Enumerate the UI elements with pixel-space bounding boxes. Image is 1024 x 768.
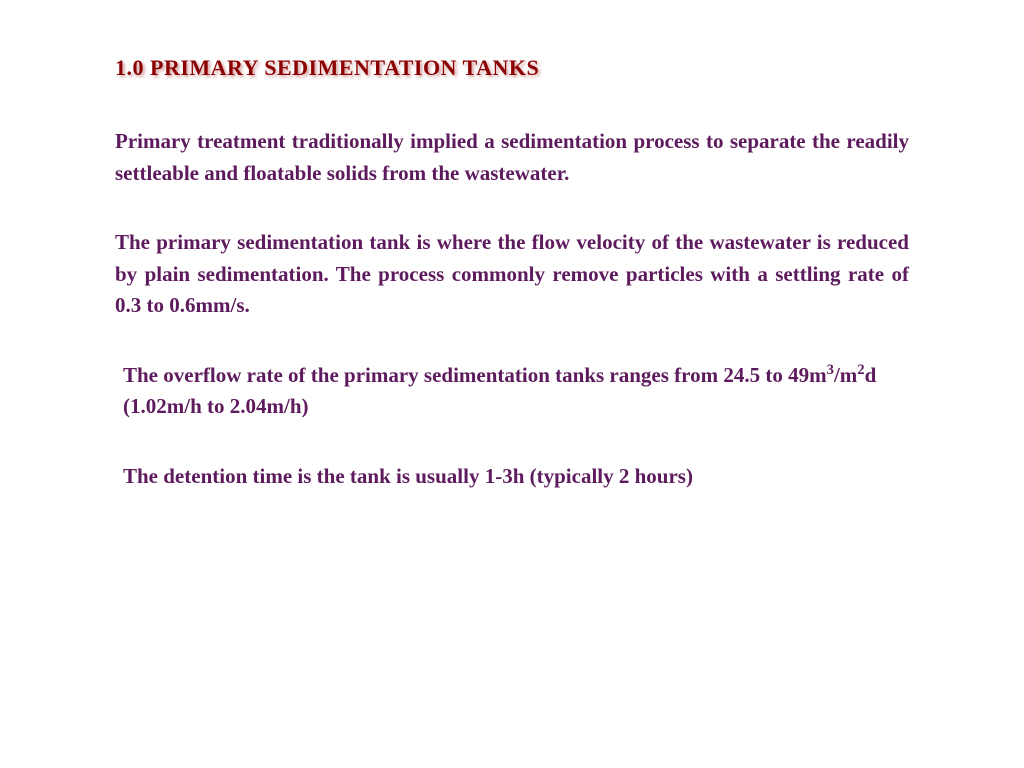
paragraph-2: The primary sedimentation tank is where …	[115, 227, 909, 322]
slide-heading: 1.0 PRIMARY SEDIMENTATION TANKS	[115, 55, 909, 81]
slide-container: 1.0 PRIMARY SEDIMENTATION TANKS Primary …	[0, 0, 1024, 768]
p3-superscript-1: 3	[827, 362, 834, 378]
paragraph-4: The detention time is the tank is usuall…	[123, 461, 901, 493]
p3-text-1: The overflow rate of the primary sedimen…	[123, 363, 827, 387]
paragraph-1: Primary treatment traditionally implied …	[115, 126, 909, 189]
paragraph-3: The overflow rate of the primary sedimen…	[123, 360, 901, 423]
p3-text-2: /m	[834, 363, 857, 387]
p3-superscript-2: 2	[857, 362, 864, 378]
